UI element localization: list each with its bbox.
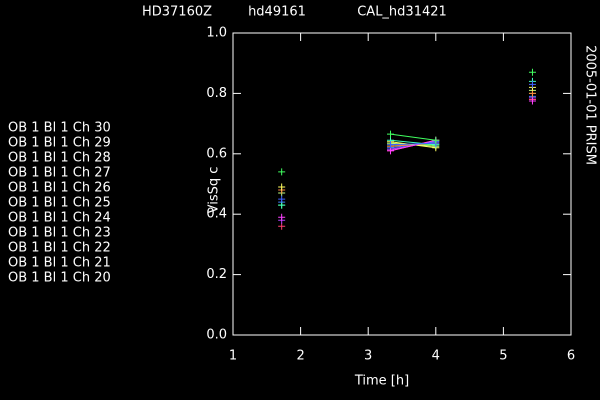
x-tick-label: 3 — [364, 349, 372, 364]
legend-label: OB 1 Bl 1 Ch 27 — [8, 166, 111, 181]
legend-label: OB 1 Bl 1 Ch 28 — [8, 151, 111, 166]
connector — [390, 141, 436, 149]
legend-label: OB 1 Bl 1 Ch 29 — [8, 136, 111, 151]
x-tick-label: 5 — [499, 349, 507, 364]
point-marker — [278, 201, 286, 209]
point-marker — [387, 147, 395, 155]
connector — [390, 139, 436, 152]
title: hd49161 — [248, 5, 306, 20]
point-marker — [387, 141, 395, 149]
legend-label: OB 1 Bl 1 Ch 30 — [8, 121, 111, 136]
x-tick-label: 6 — [567, 349, 575, 364]
point-marker — [278, 183, 286, 191]
point-marker — [278, 195, 286, 203]
point-marker — [528, 80, 536, 88]
point-marker — [528, 68, 536, 76]
title: HD37160Z — [142, 5, 212, 20]
legend-label: OB 1 Bl 1 Ch 20 — [8, 271, 111, 286]
legend-label: OB 1 Bl 1 Ch 23 — [8, 226, 111, 241]
title: CAL_hd31421 — [357, 5, 447, 20]
y-axis-label: VisSq c — [207, 167, 222, 214]
side-label: 2005-01-01 PRISM — [583, 45, 598, 165]
x-tick-label: 1 — [229, 349, 237, 364]
y-tick-label: 0.0 — [206, 328, 227, 343]
point-marker — [387, 130, 395, 138]
connector — [390, 139, 436, 146]
legend-label: OB 1 Bl 1 Ch 25 — [8, 196, 111, 211]
x-axis-label: Time [h] — [354, 374, 409, 389]
y-tick-label: 0.2 — [206, 267, 227, 282]
y-tick-label: 0.4 — [206, 207, 227, 222]
legend-label: OB 1 Bl 1 Ch 22 — [8, 241, 111, 256]
legend-label: OB 1 Bl 1 Ch 21 — [8, 256, 111, 271]
y-tick-label: 1.0 — [206, 26, 227, 41]
x-tick-label: 4 — [432, 349, 440, 364]
point-marker — [528, 89, 536, 97]
plot-frame — [232, 32, 572, 336]
point-marker — [278, 222, 286, 230]
connector — [390, 142, 436, 146]
point-marker — [278, 168, 286, 176]
connector — [390, 133, 436, 141]
x-tick-label: 2 — [296, 349, 304, 364]
legend-label: OB 1 Bl 1 Ch 26 — [8, 181, 111, 196]
point-marker — [278, 213, 286, 221]
legend-label: OB 1 Bl 1 Ch 24 — [8, 211, 111, 226]
y-tick-label: 0.8 — [206, 86, 227, 101]
point-marker — [432, 136, 440, 144]
point-marker — [528, 97, 536, 105]
y-tick-label: 0.6 — [206, 146, 227, 161]
